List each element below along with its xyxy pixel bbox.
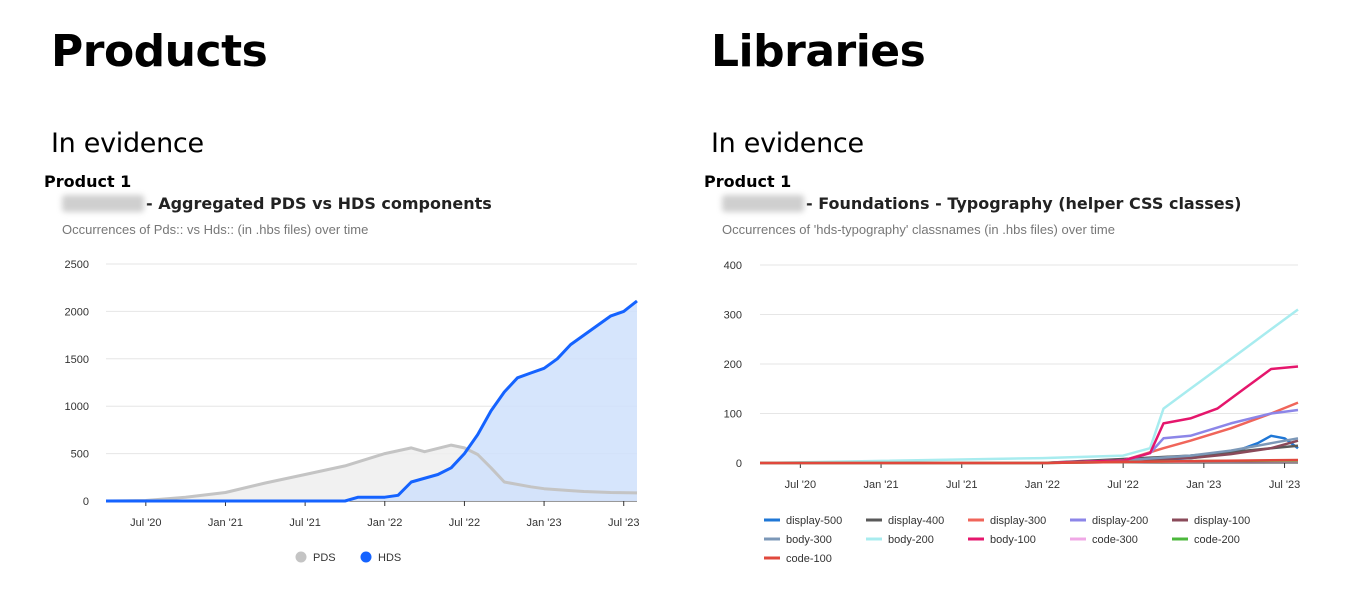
x-tick-label: Jul '23 [608,517,639,529]
legend-label: display-400 [888,515,944,527]
legend-item-code-100: code-100 [764,553,832,565]
legend-item-display-100: display-100 [1172,515,1250,527]
legend-label: PDS [313,552,336,564]
series-line-pds [105,443,638,503]
legend-label: display-200 [1092,515,1148,527]
chart-title: - Foundations - Typography (helper CSS c… [722,194,1241,213]
libraries-column: Libraries In evidence Product 1 - Founda… [660,0,1300,608]
y-tick-label: 200 [724,359,742,371]
legend-item-body-300: body-300 [764,534,832,546]
page-heading-products: Products [51,26,268,77]
x-tick-label: Jul '20 [785,479,816,491]
y-tick-label: 1500 [65,354,89,366]
legend-item-code-300: code-300 [1070,534,1138,546]
x-tick-label: Jan '21 [208,517,243,529]
chart-subtitle: Occurrences of 'hds-typography' classnam… [722,222,1115,237]
x-tick-label: Jul '22 [1107,479,1138,491]
legend-item-hds: HDS [360,551,401,564]
series-line-body-200 [759,308,1299,465]
legend-label: body-200 [888,534,934,546]
x-tick-label: Jul '22 [449,517,480,529]
section-heading-in-evidence: In evidence [711,128,864,159]
y-tick-label: 0 [83,496,89,508]
x-tick-label: Jan '21 [863,479,898,491]
series-area-hds [106,301,637,501]
chart-subtitle: Occurrences of Pds:: vs Hds:: (in .hbs f… [62,222,369,237]
y-tick-label: 400 [724,260,742,272]
legend-label: display-300 [990,515,1046,527]
chart-title-text: - Foundations - Typography (helper CSS c… [806,194,1242,213]
legend-item-display-400: display-400 [866,515,944,527]
legend-label: code-300 [1092,534,1138,546]
chart-title: - Aggregated PDS vs HDS components [62,194,492,213]
product-label: Product 1 [44,172,132,191]
x-tick-label: Jan '22 [1025,479,1060,491]
x-tick-label: Jul '21 [946,479,977,491]
legend-label: display-500 [786,515,842,527]
x-tick-label: Jan '23 [527,517,562,529]
legend-label: body-100 [990,534,1036,546]
y-tick-label: 2500 [65,259,89,271]
legend-marker [295,551,307,563]
y-tick-label: 0 [736,458,742,470]
legend-item-display-300: display-300 [968,515,1046,527]
x-tick-label: Jul '20 [130,517,161,529]
section-heading-in-evidence: In evidence [51,128,204,159]
series-line-body-100 [760,365,1299,465]
legend-item-code-200: code-200 [1172,534,1240,546]
y-tick-label: 100 [724,409,742,421]
legend-label: body-300 [786,534,832,546]
pds-hds-area-chart: 0 500 1000 1500 2000 2500 Jul '20 Jan '21 Jul '2… [65,259,640,564]
y-tick-label: 2000 [65,306,89,318]
legend-label: code-100 [786,553,832,565]
legend-label: display-100 [1194,515,1250,527]
legend-label: HDS [378,552,401,564]
legend-item-display-200: display-200 [1070,515,1148,527]
y-tick-label: 300 [724,310,742,322]
x-tick-label: Jul '23 [1269,479,1300,491]
x-tick-label: Jul '21 [289,517,320,529]
y-tick-label: 500 [71,449,89,461]
legend-label: code-200 [1194,534,1240,546]
legend-marker [360,551,372,563]
redacted-product-name [722,195,804,212]
redacted-product-name [62,195,144,212]
products-column: Products In evidence Product 1 - Aggrega… [0,0,640,608]
legend-item-display-500: display-500 [764,515,842,527]
legend-item-pds: PDS [295,551,336,564]
x-tick-label: Jan '23 [1186,479,1221,491]
legend-item-body-200: body-200 [866,534,934,546]
chart-title-text: - Aggregated PDS vs HDS components [146,194,492,213]
product-label: Product 1 [704,172,792,191]
y-tick-label: 1000 [65,401,89,413]
legend-item-body-100: body-100 [968,534,1036,546]
page-heading-libraries: Libraries [711,26,926,77]
series-line-code-100 [760,458,1299,465]
series-line-hds [106,299,638,503]
x-tick-label: Jan '22 [367,517,402,529]
typography-line-chart: 0 100 200 300 400 Jul '20 Jan '21 Jul '21 Jan '2… [724,260,1301,565]
